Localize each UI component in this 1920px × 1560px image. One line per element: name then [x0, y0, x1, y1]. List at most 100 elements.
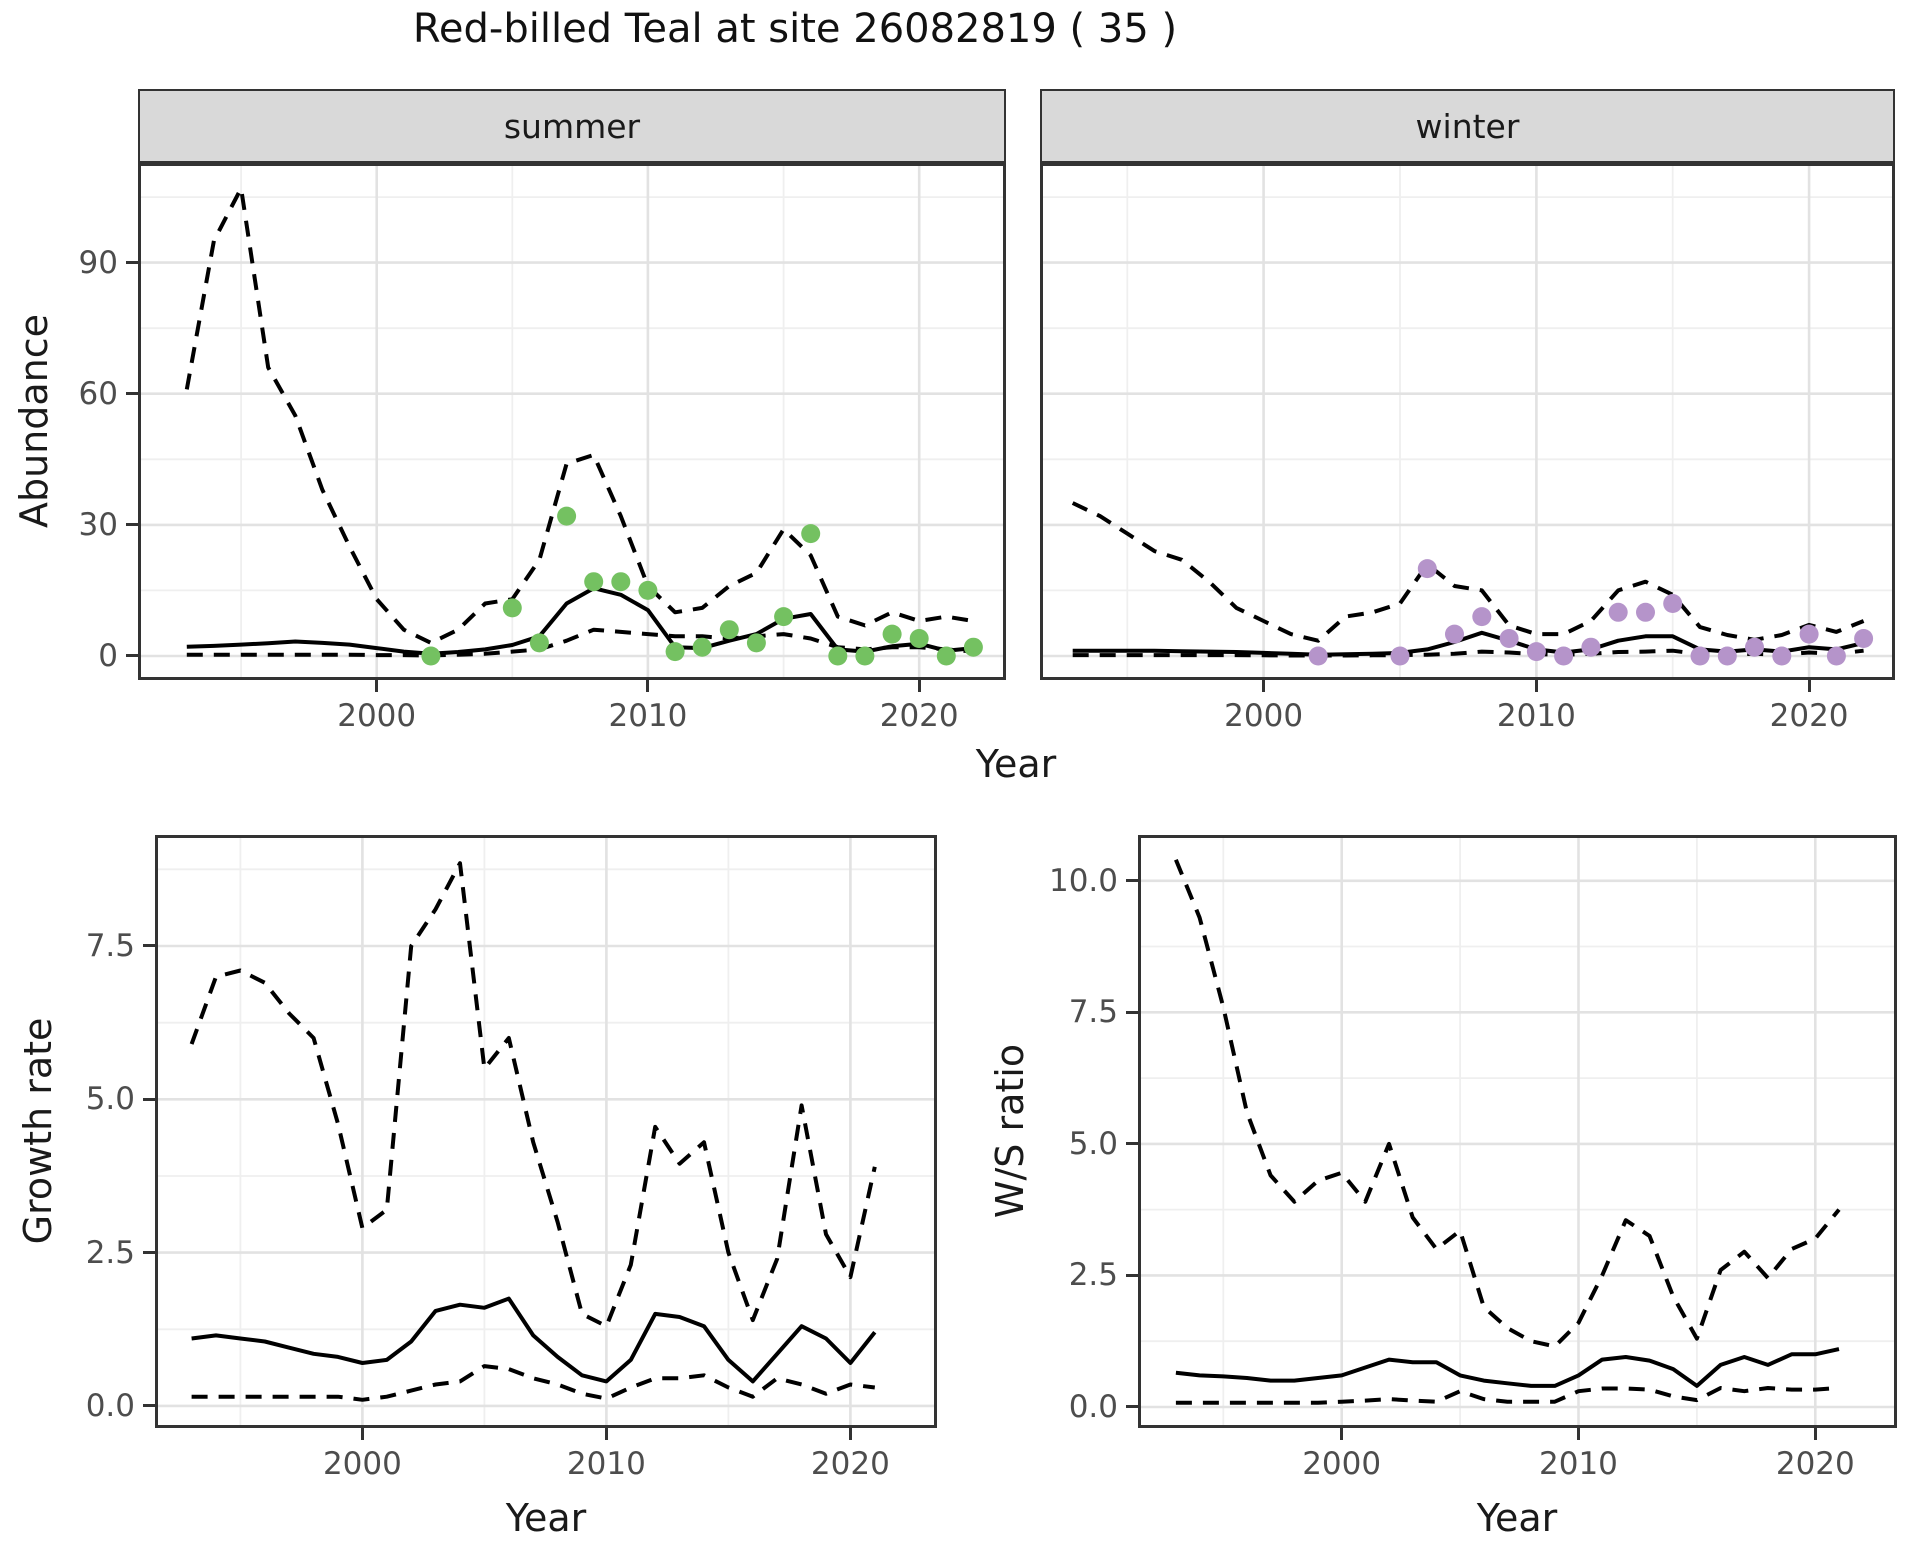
y-tick-label: 90: [78, 244, 118, 281]
facet-strip-summer: summer: [138, 89, 1006, 163]
y-tick-label: 10.0: [1048, 862, 1118, 899]
x-tick-label: 2000: [1224, 698, 1304, 734]
y-tick-label: 5.0: [85, 1081, 135, 1118]
observed-point: [557, 506, 577, 526]
observed-point: [1854, 629, 1874, 648]
observed-point: [1799, 624, 1819, 644]
observed-point: [1581, 637, 1601, 657]
observed-point: [1690, 646, 1710, 666]
observed-point: [529, 633, 549, 653]
observed-point: [1636, 602, 1655, 622]
y-tick-mark: [1126, 1010, 1138, 1014]
x-tick-label: 2020: [1775, 1446, 1855, 1482]
y-tick-label: 7.5: [1068, 994, 1118, 1031]
observed-point: [936, 646, 956, 666]
observed-point: [1499, 629, 1519, 648]
x-tick-mark: [646, 680, 650, 692]
x-axis-title-year-ws: Year: [1476, 1496, 1558, 1540]
y-tick-label: 60: [78, 375, 118, 412]
observed-point: [774, 607, 794, 627]
x-tick-label: 2020: [1769, 698, 1849, 734]
y-tick-mark: [126, 523, 138, 527]
observed-point: [1390, 646, 1410, 666]
observed-point: [801, 524, 821, 544]
observed-point: [719, 620, 739, 640]
observed-point: [963, 637, 983, 657]
ws-median-line: [1175, 1347, 1840, 1388]
observed-point: [584, 572, 604, 592]
y-axis-title-ws-ratio: W/S ratio: [988, 1043, 1032, 1219]
y-axis-title-abundance: Abundance: [12, 313, 56, 529]
y-tick-mark: [126, 261, 138, 265]
x-tick-label: 2010: [566, 1446, 646, 1482]
x-tick-mark: [917, 680, 921, 692]
y-tick-label: 30: [78, 506, 118, 543]
y-tick-mark: [1126, 1273, 1138, 1277]
observed-point: [692, 637, 712, 657]
y-tick-mark: [1126, 879, 1138, 883]
x-axis-title-year-top: Year: [975, 742, 1057, 786]
observed-point: [1772, 646, 1792, 666]
y-tick-label: 0.0: [85, 1387, 135, 1424]
observed-point: [1554, 646, 1574, 666]
x-axis-title-year-growth: Year: [505, 1496, 587, 1540]
winter-abundance-plot: [1040, 163, 1895, 680]
y-tick-mark: [1126, 1405, 1138, 1409]
growth-upper_95ci-line: [189, 861, 877, 1329]
observed-point: [502, 598, 522, 618]
growth-median-line: [191, 1296, 877, 1384]
y-tick-mark: [1126, 1142, 1138, 1146]
observed-point: [1526, 642, 1546, 662]
winter-upper_95ci-line: [1071, 501, 1865, 643]
x-tick-mark: [1262, 680, 1266, 692]
x-tick-mark: [1534, 680, 1538, 692]
x-tick-mark: [1340, 1428, 1344, 1440]
observed-point: [746, 633, 766, 653]
summer-upper_95ci-line: [184, 186, 974, 645]
winter-median-line: [1072, 630, 1865, 657]
x-tick-label: 2020: [810, 1446, 890, 1482]
observed-point: [638, 580, 658, 600]
growth-rate-plot: [155, 835, 937, 1428]
x-tick-label: 2010: [1496, 698, 1576, 734]
y-tick-label: 0.0: [1068, 1388, 1118, 1425]
observed-point: [421, 646, 441, 666]
x-tick-mark: [604, 1428, 608, 1440]
observed-point: [828, 646, 848, 666]
y-tick-label: 0: [98, 637, 118, 674]
y-tick-label: 5.0: [1068, 1125, 1118, 1162]
summer-abundance-plot: [138, 163, 1006, 680]
observed-point: [855, 646, 875, 666]
x-tick-mark: [375, 680, 379, 692]
observed-point: [909, 629, 929, 648]
y-tick-label: 2.5: [1068, 1257, 1118, 1294]
growth-lower_95ci-line: [191, 1364, 876, 1402]
y-axis-title-growth-rate: Growth rate: [16, 1017, 60, 1245]
observed-point: [882, 624, 902, 644]
x-tick-mark: [1807, 680, 1811, 692]
x-tick-mark: [1576, 1428, 1580, 1440]
x-tick-label: 2010: [608, 698, 688, 734]
x-tick-mark: [360, 1428, 364, 1440]
x-tick-label: 2000: [337, 698, 417, 734]
y-tick-mark: [126, 654, 138, 658]
observed-point: [1445, 624, 1464, 644]
x-tick-mark: [848, 1428, 852, 1440]
ws-upper_95ci-line: [1174, 858, 1841, 1349]
observed-point: [1826, 646, 1846, 666]
y-tick-mark: [143, 1404, 155, 1408]
page-title: Red-billed Teal at site 26082819 ( 35 ): [412, 6, 1178, 52]
x-tick-label: 2020: [879, 698, 959, 734]
y-tick-mark: [126, 392, 138, 396]
summer-lower_95ci-line: [186, 627, 974, 658]
y-tick-mark: [143, 944, 155, 948]
observed-point: [665, 642, 685, 662]
observed-point: [1417, 559, 1437, 579]
observed-point: [1608, 602, 1628, 622]
ws-ratio-plot: [1138, 835, 1897, 1428]
x-tick-mark: [1813, 1428, 1817, 1440]
observed-point: [611, 572, 631, 592]
observed-point: [1717, 646, 1737, 666]
facet-strip-winter: winter: [1040, 89, 1895, 163]
